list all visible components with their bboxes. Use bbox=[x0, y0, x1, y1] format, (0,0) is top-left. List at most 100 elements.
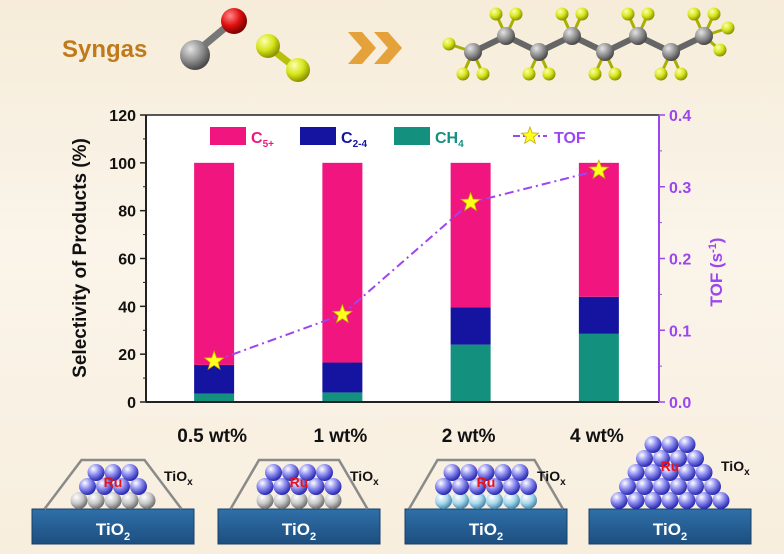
ru-atom bbox=[644, 464, 662, 481]
overlayer-label: TiO bbox=[537, 468, 560, 484]
tof-point-2 bbox=[331, 303, 353, 324]
y-tick-label: 40 bbox=[118, 299, 136, 316]
ru-atom bbox=[627, 492, 645, 509]
ru-atom bbox=[610, 492, 628, 509]
svg-text:TiO2: TiO2 bbox=[282, 520, 316, 543]
ru-atom bbox=[644, 436, 662, 453]
y2-tick-label: 0.4 bbox=[669, 108, 691, 125]
tof-series bbox=[203, 159, 610, 371]
selectivity-chart: 0 20 40 60 80 100 120 0.0 0.1 0.2 0.3 0.4 0.5 wt% 1… bbox=[70, 108, 726, 447]
legend-star-icon bbox=[520, 125, 540, 145]
svg-text:C5+: C5+ bbox=[251, 130, 274, 150]
bar-ch4-2 bbox=[322, 392, 363, 402]
bar-c2-4-4 bbox=[578, 296, 619, 334]
ru-atom bbox=[670, 478, 687, 495]
hydrogen-atom bbox=[588, 67, 602, 81]
ru-atom bbox=[653, 478, 670, 495]
ru-atom bbox=[104, 492, 122, 509]
bar-ch4-4 bbox=[578, 333, 619, 402]
overlayer-label: TiO bbox=[350, 468, 373, 484]
carbon-atom bbox=[464, 43, 482, 61]
ru-atom bbox=[443, 464, 461, 481]
ru-atom bbox=[704, 478, 721, 495]
ru-atom bbox=[265, 464, 282, 481]
hydrogen-atom bbox=[674, 67, 688, 81]
ru-atom bbox=[435, 492, 452, 509]
ru-atom bbox=[712, 492, 730, 509]
hydrogen-atom bbox=[476, 67, 490, 81]
metal-label: Ru bbox=[661, 458, 680, 474]
catalyst-schematic-4: TiO2 Ru TiOx bbox=[588, 436, 752, 545]
tio2-support bbox=[31, 508, 195, 545]
overlayer-label: TiO bbox=[164, 468, 187, 484]
hydrogen-atom bbox=[641, 7, 655, 21]
hydrogen-atom bbox=[456, 67, 470, 81]
legend-item-c5: C5+ bbox=[210, 127, 274, 150]
y2-tick-label: 0.0 bbox=[669, 395, 691, 412]
ru-atom bbox=[503, 478, 520, 495]
support-label: TiO bbox=[282, 520, 310, 539]
hydrogen-atom bbox=[721, 21, 735, 35]
svg-text:TiOx: TiOx bbox=[721, 458, 750, 478]
y2-tick-label: 0.3 bbox=[669, 180, 691, 197]
ru-atom bbox=[469, 478, 486, 495]
bar-series bbox=[194, 162, 619, 402]
hydrogen-atom bbox=[509, 7, 523, 21]
hydrogen-atom bbox=[489, 7, 503, 21]
tiox-overlayer bbox=[43, 458, 183, 510]
carbon-atom bbox=[629, 27, 647, 45]
ru-atom bbox=[138, 492, 156, 509]
y-tick-label: 20 bbox=[118, 347, 136, 364]
co-molecule-icon bbox=[180, 8, 247, 70]
y-tick-label: 100 bbox=[109, 156, 136, 173]
ru-atom bbox=[520, 492, 537, 509]
bar-ch4-3 bbox=[450, 344, 491, 402]
svg-text:TiOx: TiOx bbox=[537, 468, 566, 488]
legend-swatch-c5 bbox=[210, 127, 246, 145]
legend-swatch-ch4 bbox=[394, 127, 430, 145]
category-label: 4 wt% bbox=[570, 426, 624, 447]
ru-atom bbox=[273, 492, 291, 509]
bar-c2-4-2 bbox=[322, 362, 363, 393]
carbon-atom bbox=[695, 27, 713, 45]
legend-item-c24: C2-4 bbox=[300, 127, 367, 150]
ru-atom bbox=[299, 464, 316, 481]
bar-c5-1 bbox=[194, 162, 235, 365]
category-label: 0.5 wt% bbox=[177, 426, 247, 447]
category-label: 2 wt% bbox=[442, 426, 496, 447]
y2-tick-label: 0.1 bbox=[669, 323, 691, 340]
support-label: TiO bbox=[96, 520, 124, 539]
catalyst-schematic-1: TiO2 Ru TiOx bbox=[31, 458, 195, 545]
tio2-support bbox=[217, 508, 381, 545]
ru-atom bbox=[307, 478, 325, 495]
metal-label: Ru bbox=[104, 474, 123, 490]
svg-text:TiO2: TiO2 bbox=[96, 520, 130, 543]
carbon-atom bbox=[596, 43, 614, 61]
reaction-arrow-icon bbox=[348, 32, 402, 64]
ru-atom bbox=[290, 478, 308, 495]
ru-atom bbox=[661, 464, 679, 481]
category-labels: 0.5 wt% 1 wt% 2 wt% 4 wt% bbox=[177, 426, 624, 447]
ru-atom bbox=[324, 492, 342, 509]
legend-label-tof: TOF bbox=[554, 130, 586, 147]
ru-atom bbox=[627, 464, 645, 481]
ru-atom bbox=[307, 492, 325, 509]
ru-atom bbox=[687, 478, 704, 495]
tof-point-4 bbox=[588, 159, 610, 180]
ru-atom bbox=[87, 464, 105, 481]
legend-item-tof: TOF bbox=[513, 125, 586, 147]
ru-atom bbox=[290, 492, 308, 509]
ru-atom bbox=[460, 464, 478, 481]
svg-text:CH4: CH4 bbox=[435, 130, 464, 150]
tof-point-3 bbox=[460, 191, 482, 212]
hydrogen-atom bbox=[575, 7, 589, 21]
ru-atom bbox=[687, 450, 704, 467]
category-label: 1 wt% bbox=[313, 426, 367, 447]
overlayer-label: TiO bbox=[721, 458, 744, 474]
tiox-overlayer bbox=[407, 458, 565, 510]
ru-atom bbox=[435, 478, 452, 495]
hydrogen-atom bbox=[555, 7, 569, 21]
ru-atom bbox=[636, 450, 653, 467]
ru-atom bbox=[678, 492, 696, 509]
ru-atom bbox=[636, 478, 653, 495]
